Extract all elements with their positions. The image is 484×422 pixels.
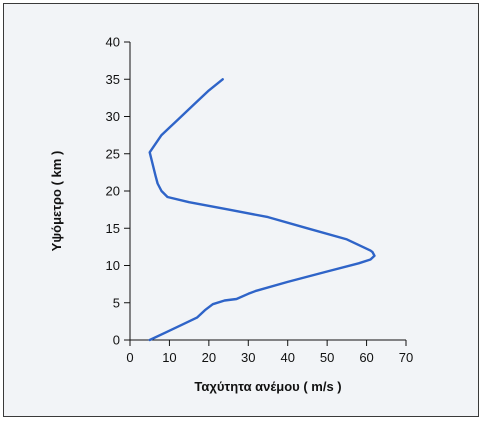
y-tick-label: 15 — [106, 221, 120, 236]
x-tick-label: 10 — [162, 350, 176, 365]
y-tick-label: 30 — [106, 109, 120, 124]
series — [148, 78, 376, 342]
chart-frame: 0 5 10 15 20 25 30 35 40 0 10 20 30 40 50 60 70 Ταχύτητα… — [3, 3, 479, 417]
x-tick-label: 70 — [399, 350, 413, 365]
y-tick-label: 40 — [106, 35, 120, 50]
x-tick-label: 30 — [241, 350, 255, 365]
x-tick-label: 50 — [320, 350, 334, 365]
axes — [129, 42, 406, 341]
y-tick-label: 5 — [113, 295, 120, 310]
x-tick-label: 20 — [202, 350, 216, 365]
x-tick-label: 60 — [359, 350, 373, 365]
y-tick-label: 20 — [106, 184, 120, 199]
y-tick-label: 0 — [113, 333, 120, 348]
ticks: 0 5 10 15 20 25 30 35 40 0 10 20 30 40 50 60 70 — [106, 35, 414, 366]
y-tick-label: 25 — [106, 146, 120, 161]
x-tick-label: 40 — [280, 350, 294, 365]
y-tick-label: 35 — [106, 72, 120, 87]
wind-speed-line — [148, 78, 376, 342]
y-tick-label: 10 — [106, 258, 120, 273]
y-axis-title: Υψόμετρο ( km ) — [49, 151, 64, 252]
wind-altitude-chart: 0 5 10 15 20 25 30 35 40 0 10 20 30 40 50 60 70 Ταχύτητα… — [49, 35, 414, 395]
x-tick-label: 0 — [126, 350, 133, 365]
x-axis-title: Ταχύτητα ανέμου ( m/s ) — [194, 379, 341, 394]
